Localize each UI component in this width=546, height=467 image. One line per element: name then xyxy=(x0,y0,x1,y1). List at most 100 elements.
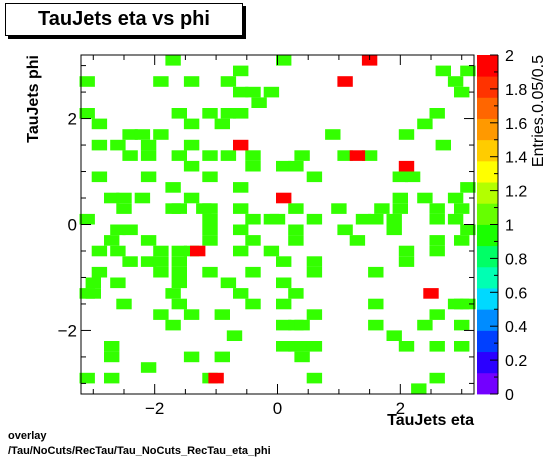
heatmap-cell xyxy=(245,298,261,310)
heatmap-cell xyxy=(355,213,372,225)
heatmap-cell xyxy=(447,213,464,225)
heatmap-cell xyxy=(447,192,464,204)
heatmap-cell xyxy=(337,150,353,161)
heatmap-cell xyxy=(306,256,323,267)
heatmap-cell xyxy=(214,351,230,363)
heatmap-cell xyxy=(417,319,433,331)
heatmap-cell xyxy=(386,330,402,341)
heatmap-cell xyxy=(460,224,476,236)
heatmap-cell xyxy=(171,108,187,119)
heatmap-cell xyxy=(245,266,261,278)
heatmap-cell xyxy=(122,150,138,161)
heatmap-cell xyxy=(251,97,267,108)
heatmap-cell xyxy=(183,351,200,363)
colorbar-tick-label: 0 xyxy=(505,387,514,404)
heatmap-cell xyxy=(202,203,218,214)
colorbar-tick-label: 0.4 xyxy=(505,319,527,336)
heatmap-cell xyxy=(374,203,390,214)
heatmap-cell xyxy=(134,192,151,204)
heatmap-cell xyxy=(429,203,445,214)
heatmap-cell xyxy=(392,171,408,183)
heatmap-cell xyxy=(183,76,200,87)
heatmap-cell xyxy=(368,266,384,278)
heatmap-cell xyxy=(429,341,445,352)
heatmap-cell xyxy=(104,235,120,246)
heatmap-cell xyxy=(233,182,249,193)
heatmap-cell xyxy=(417,192,433,204)
heatmap-cell xyxy=(288,203,304,214)
chart-title: TauJets eta vs phi xyxy=(38,8,210,30)
heatmap-cell xyxy=(411,383,427,394)
heatmap-cell xyxy=(171,245,187,257)
heatmap-cell xyxy=(79,108,95,119)
heatmap-cell-high xyxy=(398,160,415,172)
colorbar-segment xyxy=(477,160,498,183)
heatmap-cell xyxy=(233,203,249,214)
heatmap-cell xyxy=(361,150,378,161)
heatmap-cell xyxy=(233,224,249,236)
heatmap-cell xyxy=(85,288,101,299)
heatmap-cell xyxy=(294,319,310,331)
colorbar-label: Entries.0.05/0.5 xyxy=(530,55,546,167)
heatmap-cell xyxy=(417,118,433,130)
heatmap-cell xyxy=(183,139,200,151)
heatmap-cell xyxy=(454,319,470,331)
heatmap-cell xyxy=(269,213,286,225)
colorbar-tick-label: 0.8 xyxy=(505,251,527,268)
heatmap-cell xyxy=(153,245,169,257)
colorbar-segment xyxy=(477,182,498,204)
heatmap-cell xyxy=(116,192,132,204)
heatmap-cell xyxy=(122,224,138,236)
heatmap-cell xyxy=(294,150,310,161)
heatmap-cell xyxy=(306,341,323,352)
heatmap-cell xyxy=(435,65,451,77)
heatmap-cell xyxy=(245,213,261,225)
heatmap-cell xyxy=(392,203,408,214)
colorbar-segment xyxy=(477,309,498,331)
heatmap-cell xyxy=(202,235,218,246)
heatmap-cell xyxy=(454,86,470,98)
heatmap-cell xyxy=(134,129,151,140)
heatmap-cell xyxy=(171,266,187,278)
heatmap-cell xyxy=(122,129,138,140)
heatmap-cell xyxy=(116,298,132,310)
heatmap-cell xyxy=(276,256,292,267)
heatmap-cell xyxy=(91,171,108,183)
colorbar-tick-label: 0.6 xyxy=(505,285,527,302)
x-axis-label: TauJets eta xyxy=(387,412,474,429)
heatmap-cell xyxy=(288,288,304,299)
colorbar-segment xyxy=(477,330,498,353)
heatmap-cell xyxy=(460,182,476,193)
heatmap-cell xyxy=(153,266,169,278)
footer-line-2: /Tau/NoCuts/RecTau/Tau_NoCuts_RecTau_eta… xyxy=(8,445,271,457)
colorbar-segment xyxy=(477,118,498,141)
heatmap-cell xyxy=(140,150,157,161)
colorbar-segment xyxy=(477,351,498,374)
heatmap-cell xyxy=(85,277,101,289)
heatmap-cell xyxy=(220,108,237,119)
heatmap-cell xyxy=(398,256,415,267)
heatmap-cell xyxy=(202,266,218,278)
y-tick-label: 2 xyxy=(68,110,77,129)
colorbar-tick-label: 1.6 xyxy=(505,116,527,133)
heatmap-cell xyxy=(171,256,187,267)
heatmap-cell xyxy=(404,171,421,183)
y-tick-label: −2 xyxy=(58,321,77,340)
heatmap-cell xyxy=(398,245,415,257)
heatmap-cell xyxy=(183,192,200,204)
heatmap-cell xyxy=(306,372,323,384)
heatmap-cell xyxy=(306,266,323,278)
heatmap-cell xyxy=(165,319,181,331)
heatmap-cell xyxy=(306,213,323,225)
heatmap-cell xyxy=(245,235,261,246)
heatmap-cell xyxy=(288,224,304,236)
heatmap-cell xyxy=(220,76,237,87)
heatmap-cell xyxy=(233,108,249,119)
heatmap-cell xyxy=(288,160,304,172)
heatmap-cell xyxy=(104,341,120,352)
heatmap-cell xyxy=(214,309,230,320)
heatmap-cell xyxy=(91,245,108,257)
footer-line-1: overlay xyxy=(8,430,47,442)
